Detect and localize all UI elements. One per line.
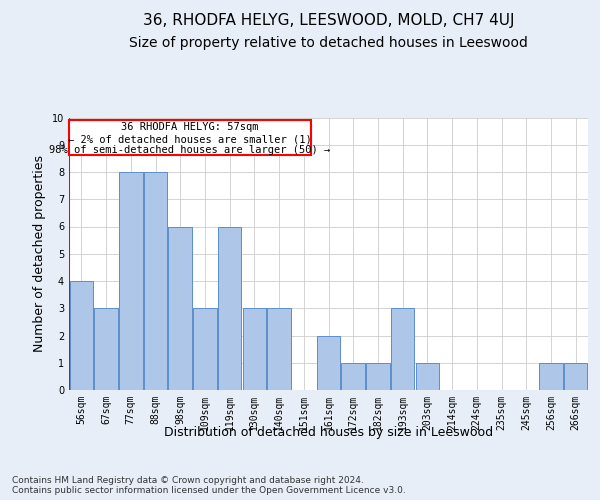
Bar bbox=[218, 226, 241, 390]
Bar bbox=[539, 363, 563, 390]
Bar bbox=[70, 281, 93, 390]
Text: Contains HM Land Registry data © Crown copyright and database right 2024.
Contai: Contains HM Land Registry data © Crown c… bbox=[12, 476, 406, 495]
Y-axis label: Number of detached properties: Number of detached properties bbox=[34, 155, 46, 352]
FancyBboxPatch shape bbox=[69, 120, 311, 155]
Bar bbox=[169, 226, 192, 390]
Text: 36 RHODFA HELYG: 57sqm: 36 RHODFA HELYG: 57sqm bbox=[121, 122, 259, 132]
Bar bbox=[119, 172, 143, 390]
Bar bbox=[366, 363, 389, 390]
Bar bbox=[242, 308, 266, 390]
Bar bbox=[564, 363, 587, 390]
Bar bbox=[144, 172, 167, 390]
Text: Distribution of detached houses by size in Leeswood: Distribution of detached houses by size … bbox=[164, 426, 493, 439]
Bar bbox=[416, 363, 439, 390]
Text: 36, RHODFA HELYG, LEESWOOD, MOLD, CH7 4UJ: 36, RHODFA HELYG, LEESWOOD, MOLD, CH7 4U… bbox=[143, 12, 515, 28]
Bar bbox=[391, 308, 415, 390]
Text: 98% of semi-detached houses are larger (50) →: 98% of semi-detached houses are larger (… bbox=[49, 146, 331, 156]
Bar bbox=[94, 308, 118, 390]
Bar bbox=[268, 308, 291, 390]
Text: ← 2% of detached houses are smaller (1): ← 2% of detached houses are smaller (1) bbox=[68, 134, 312, 144]
Bar bbox=[193, 308, 217, 390]
Bar bbox=[341, 363, 365, 390]
Text: Size of property relative to detached houses in Leeswood: Size of property relative to detached ho… bbox=[130, 36, 528, 50]
Bar bbox=[317, 336, 340, 390]
